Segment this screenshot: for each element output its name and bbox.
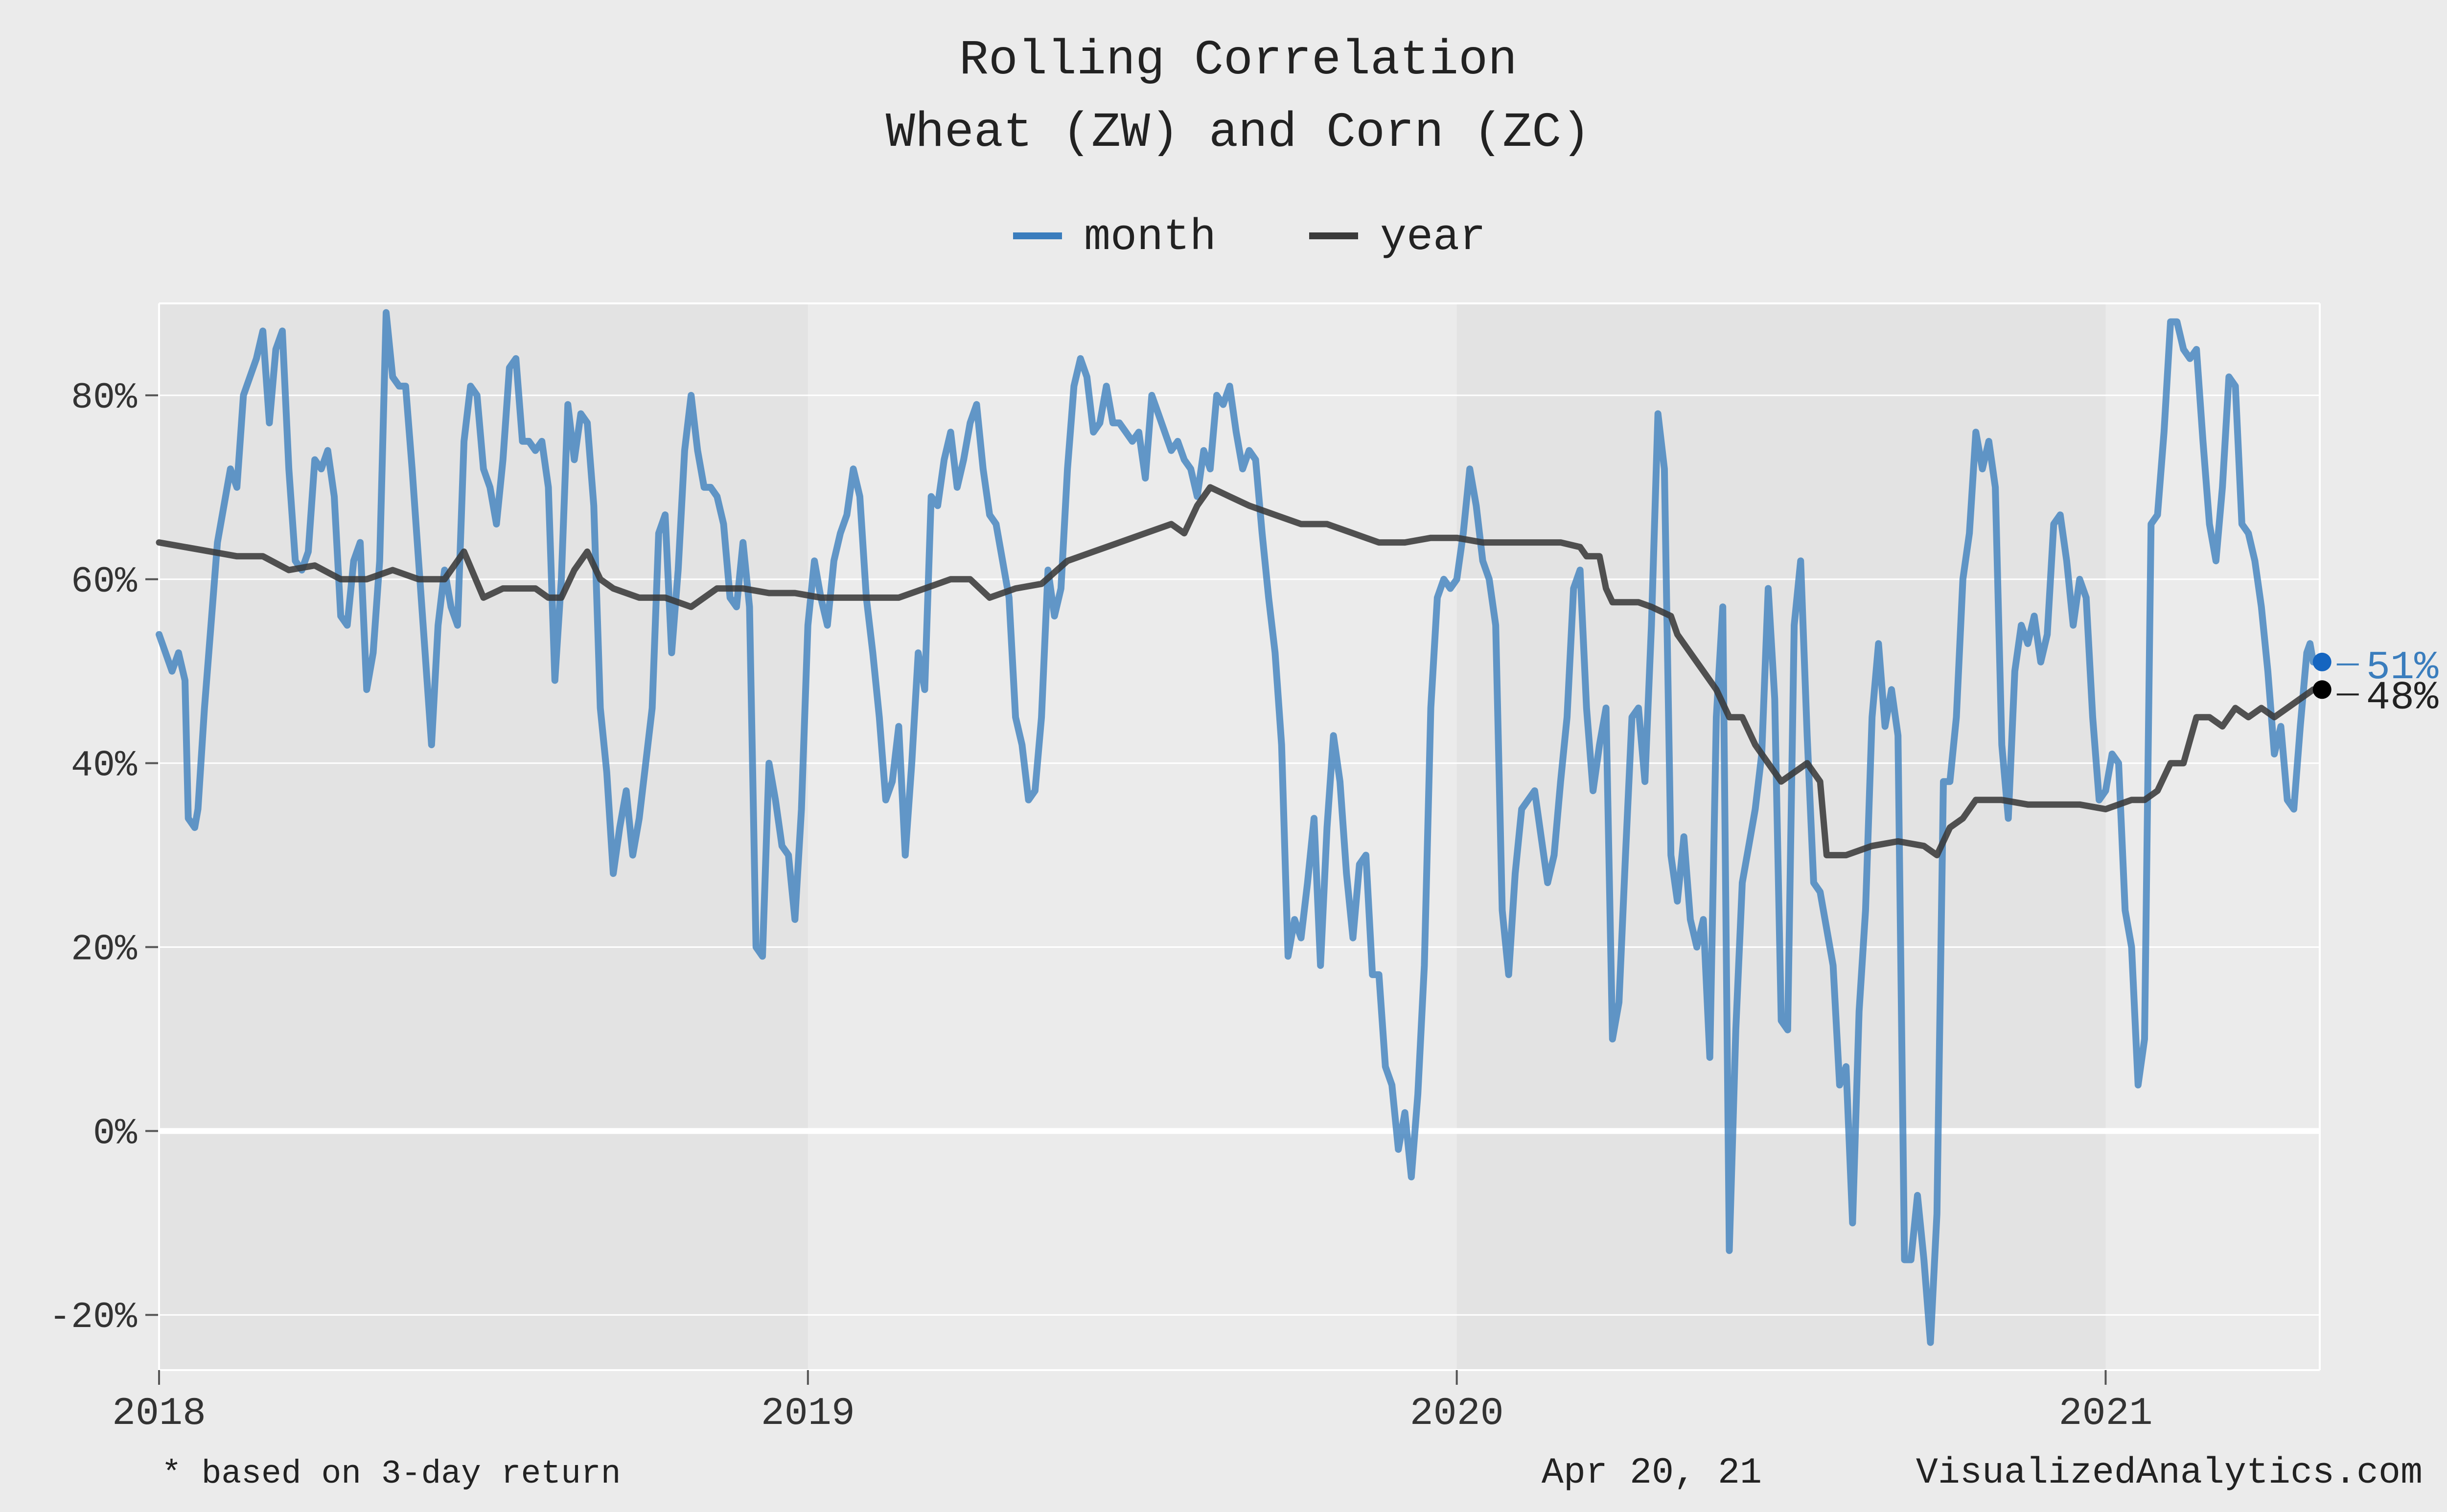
y-tick-label: -20% bbox=[49, 1297, 138, 1338]
plot-area: -20% 0% 20% 40% 60% 80% 2018 2019 2020 2021 51%48% bbox=[49, 302, 2439, 1436]
series-line-year bbox=[156, 484, 2317, 859]
end-label-month: 51% bbox=[2366, 645, 2439, 690]
y-tick-label: 80% bbox=[71, 377, 138, 419]
y-tick-label: 40% bbox=[71, 745, 138, 787]
x-tick-label: 2019 bbox=[761, 1392, 855, 1436]
end-marker-year bbox=[2312, 680, 2332, 699]
x-tick-label: 2021 bbox=[2058, 1392, 2152, 1436]
series-line-month bbox=[156, 309, 2317, 1346]
year-band bbox=[808, 303, 1457, 1370]
year-band bbox=[2105, 303, 2320, 1370]
x-tick-label: 2018 bbox=[112, 1392, 206, 1436]
y-tick-label: 0% bbox=[93, 1113, 138, 1154]
y-tick-label: 60% bbox=[71, 561, 138, 603]
end-marker-month bbox=[2312, 652, 2332, 671]
end-label-year: 48% bbox=[2366, 675, 2439, 720]
source-credit: VisualizedAnalytics.com bbox=[1916, 1452, 2423, 1494]
x-tick-label: 2020 bbox=[1410, 1392, 1504, 1436]
date-label: Apr 20, 21 bbox=[1542, 1452, 1762, 1494]
chart-title: Rolling Correlation bbox=[959, 33, 1517, 89]
y-tick-label: 20% bbox=[71, 929, 138, 971]
legend-label-year: year bbox=[1380, 213, 1486, 263]
legend: month year bbox=[1013, 213, 1486, 263]
chart-subtitle: Wheat (ZW) and Corn (ZC) bbox=[886, 106, 1591, 161]
legend-label-month: month bbox=[1084, 213, 1216, 263]
footnote: * based on 3-day return bbox=[162, 1455, 621, 1493]
